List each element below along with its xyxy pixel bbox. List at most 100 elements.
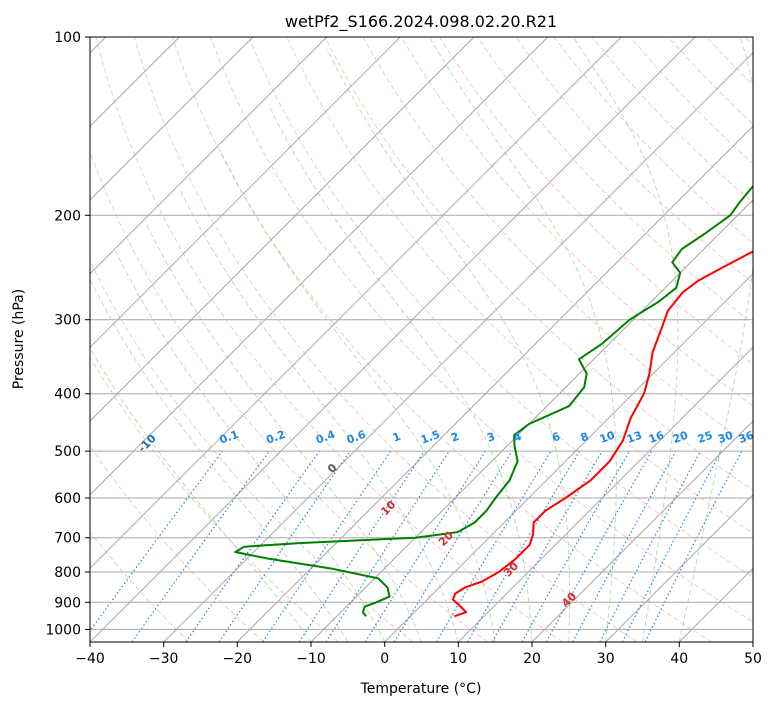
isotherm — [163, 51, 753, 642]
dry-adiabat — [90, 531, 190, 642]
moist-adiabat — [267, 104, 533, 642]
dry-adiabat — [210, 37, 753, 623]
mixing-ratio-label: 0.6 — [345, 428, 368, 447]
y-tick-label: 100 — [54, 30, 81, 46]
mixing-ratio-line — [545, 450, 653, 642]
mixing-ratio-line — [90, 450, 223, 632]
isotherm — [90, 37, 328, 275]
dry-adiabat-label: -30 — [0, 366, 2, 389]
y-tick-label: 600 — [54, 491, 81, 507]
mixing-ratio-line — [466, 450, 580, 642]
x-tick-label: 30 — [597, 651, 615, 667]
x-axis: −40 −30 −20 −10 0 10 20 30 40 50 — [75, 642, 762, 667]
dry-adiabat — [515, 37, 753, 284]
x-tick-label: 40 — [670, 651, 688, 667]
y-tick-label: 700 — [54, 531, 81, 547]
isotherm — [384, 272, 753, 642]
dry-adiabat-label: -20 — [59, 407, 82, 430]
moist-adiabat — [428, 37, 617, 642]
x-tick-label: −20 — [223, 651, 253, 667]
mixing-ratio-label: 20 — [671, 428, 690, 446]
isotherm-label: 10 — [378, 498, 398, 518]
mixing-ratio-label: 0.1 — [218, 428, 241, 447]
mixing-ratio-line — [621, 450, 722, 642]
dry-adiabat — [90, 259, 414, 642]
plot-frame — [89, 36, 754, 643]
isotherm — [605, 493, 753, 642]
mixing-ratio-line — [325, 450, 450, 642]
isotherm-label: 40 — [559, 590, 579, 610]
mixing-ratio-line — [644, 450, 743, 642]
mixing-ratio-label: 10 — [598, 428, 617, 446]
mixing-ratio-line — [185, 450, 320, 642]
profile-lines — [234, 184, 753, 618]
x-tick-label: 20 — [523, 651, 541, 667]
isotherm — [90, 37, 549, 496]
background-lines — [90, 37, 753, 642]
mixing-ratio-label: 16 — [647, 428, 666, 446]
y-tick-label: 900 — [54, 595, 81, 611]
mixing-ratio-label: 4 — [512, 430, 524, 445]
dry-adiabat — [133, 37, 638, 642]
moist-adiabat — [678, 37, 753, 642]
y-tick-label: 400 — [54, 387, 81, 403]
dry-adiabat — [668, 37, 753, 125]
dry-adiabat — [706, 37, 753, 86]
line-labels: 0.10.20.40.611.52346810131620253036-100-… — [0, 366, 756, 610]
y-tick-label: 200 — [54, 208, 81, 224]
dry-adiabat — [324, 37, 753, 491]
chart-title: wetPf2_S166.2024.098.02.20.R21 — [285, 12, 557, 32]
mixing-ratio-label: 30 — [716, 428, 735, 446]
dry-adiabat — [171, 37, 712, 642]
isotherm — [90, 37, 696, 642]
mixing-ratio-line — [599, 450, 702, 642]
dry-adiabat — [591, 37, 753, 204]
mixing-ratio-line — [218, 450, 351, 642]
mixing-ratio-line — [131, 450, 270, 642]
dry-adiabat — [90, 445, 264, 642]
mixing-ratio-line — [262, 450, 392, 642]
x-tick-label: 10 — [449, 651, 467, 667]
mixing-ratio-label: 13 — [625, 429, 644, 446]
mixing-ratio-line — [521, 450, 631, 642]
mixing-ratio-label: 1.5 — [419, 428, 442, 447]
isotherm — [90, 37, 475, 422]
isotherm — [90, 37, 254, 201]
moist-adiabat — [90, 347, 312, 642]
mixing-ratio-label: 36 — [737, 428, 756, 446]
dry-adiabat — [438, 37, 753, 366]
dry-adiabat — [248, 37, 753, 578]
moist-adiabat — [90, 278, 349, 642]
isotherm — [90, 37, 622, 570]
moist-adiabat — [326, 49, 571, 642]
mixing-ratio-label: 2 — [449, 430, 461, 445]
isotherm — [90, 37, 401, 349]
isotherm — [531, 420, 753, 642]
x-tick-label: −40 — [75, 651, 105, 667]
x-axis-label: Temperature (°C) — [360, 681, 482, 697]
x-tick-label: 0 — [380, 651, 389, 667]
dry-adiabat — [400, 37, 753, 407]
mixing-ratio-label: 0.2 — [264, 428, 287, 447]
x-tick-label: −30 — [149, 651, 179, 667]
isotherm — [752, 641, 753, 642]
dry-adiabat — [744, 37, 753, 47]
mixing-ratio-label: 8 — [579, 430, 591, 445]
x-tick-label: −10 — [296, 651, 326, 667]
temperature-line — [452, 250, 753, 618]
mixing-ratio-line — [298, 450, 425, 642]
dry-adiabat — [90, 356, 339, 642]
y-tick-label: 300 — [54, 313, 81, 329]
isotherm — [678, 567, 753, 642]
mixing-ratio-line — [572, 450, 677, 642]
pressure-gridlines — [90, 37, 753, 630]
mixing-ratio-label: 3 — [485, 430, 497, 445]
mixing-ratio-label: 1 — [391, 430, 403, 445]
mixing-ratio-label: 6 — [550, 430, 562, 445]
moist-adiabat — [144, 221, 422, 642]
y-axis-label: Pressure (hPa) — [11, 289, 27, 389]
y-tick-label: 500 — [54, 444, 81, 460]
moist-adiabat — [178, 187, 459, 642]
y-tick-label: 800 — [54, 565, 81, 581]
